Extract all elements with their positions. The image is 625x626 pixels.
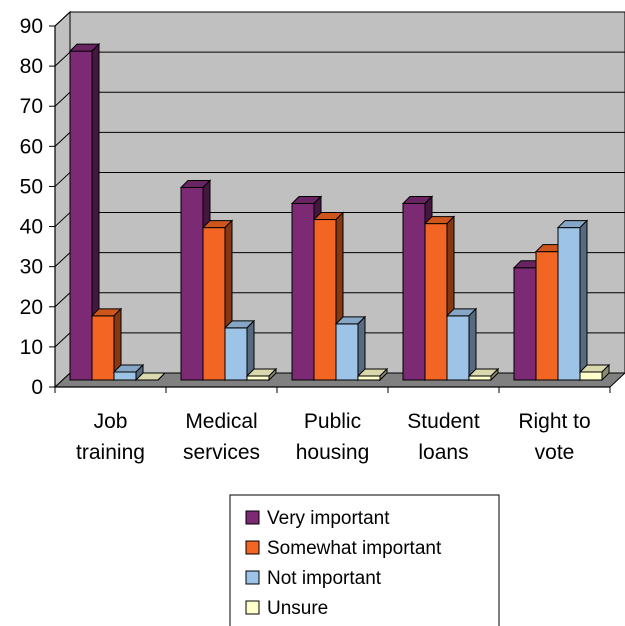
bar bbox=[223, 319, 256, 382]
x-category-label: training bbox=[76, 441, 145, 464]
legend-swatch bbox=[245, 570, 260, 585]
legend-label: Somewhat important bbox=[267, 538, 442, 559]
bar bbox=[245, 367, 278, 382]
bar-front bbox=[91, 315, 115, 381]
bar-front bbox=[557, 227, 581, 381]
gridline bbox=[54, 51, 71, 67]
bar-front bbox=[313, 219, 337, 381]
bar bbox=[556, 219, 589, 382]
bar bbox=[68, 42, 101, 382]
legend-box bbox=[229, 494, 500, 626]
axes bbox=[49, 25, 611, 393]
bar bbox=[90, 307, 123, 382]
bar-front bbox=[402, 203, 426, 381]
y-tick-label: 80 bbox=[20, 55, 43, 78]
gridline bbox=[54, 252, 71, 268]
legend-swatch bbox=[245, 510, 260, 525]
bar-front bbox=[246, 375, 270, 381]
x-category-label: Public bbox=[304, 410, 361, 433]
legend-label: Not important bbox=[267, 568, 382, 589]
gridline bbox=[54, 91, 71, 107]
bar-front bbox=[357, 375, 381, 381]
gridline bbox=[54, 212, 71, 227]
bar-front bbox=[513, 267, 537, 381]
bar bbox=[201, 219, 234, 382]
gridline bbox=[54, 332, 71, 348]
chart-walls bbox=[53, 10, 625, 389]
bar-side bbox=[379, 367, 388, 382]
y-tick-label: 40 bbox=[20, 216, 43, 239]
bar-front bbox=[224, 327, 248, 381]
bar-side bbox=[157, 372, 166, 381]
x-category-label: Medical bbox=[185, 410, 257, 433]
y-tick-label: 20 bbox=[20, 296, 43, 319]
gridline bbox=[54, 131, 71, 147]
bar-front bbox=[291, 203, 315, 381]
legend-swatch bbox=[245, 540, 260, 555]
bar bbox=[334, 315, 367, 382]
bar-front bbox=[335, 323, 359, 381]
x-category-label: loans bbox=[418, 441, 468, 464]
bar-front bbox=[69, 50, 93, 381]
bar-front bbox=[579, 371, 603, 381]
bar bbox=[356, 367, 389, 382]
x-axis-category-labels: Job training Medical services Public housing S… bbox=[76, 410, 591, 464]
y-tick-label: 70 bbox=[20, 95, 43, 118]
bar-side bbox=[268, 367, 277, 382]
bar-front bbox=[535, 251, 559, 381]
bar-front bbox=[113, 371, 137, 381]
legend-label: Very important bbox=[267, 508, 390, 529]
y-tick-label: 0 bbox=[31, 376, 43, 399]
bar bbox=[134, 372, 167, 381]
bar bbox=[578, 363, 611, 382]
x-category-label: vote bbox=[535, 441, 575, 464]
y-axis-tick-labels: 0 10 20 30 40 50 60 70 80 90 bbox=[20, 15, 43, 399]
x-category-label: services bbox=[183, 441, 260, 464]
gridline bbox=[54, 172, 71, 187]
legend-swatch bbox=[245, 600, 260, 615]
x-category-label: Right to bbox=[518, 410, 590, 433]
y-tick-label: 90 bbox=[20, 15, 43, 38]
bar-side bbox=[468, 307, 477, 382]
bar-front bbox=[468, 375, 492, 381]
bar-front bbox=[202, 227, 226, 381]
bar-side bbox=[579, 219, 588, 382]
bar-front bbox=[180, 186, 204, 381]
y-tick-label: 50 bbox=[20, 175, 43, 198]
gridline bbox=[54, 292, 71, 308]
bar-side bbox=[601, 363, 610, 382]
gridline bbox=[54, 11, 71, 27]
bar-front bbox=[446, 315, 470, 381]
bar bbox=[445, 307, 478, 382]
bar bbox=[467, 367, 500, 382]
plot-side-wall bbox=[54, 10, 71, 389]
bar bbox=[112, 363, 145, 382]
legend: Very important Somewhat important Not impo… bbox=[229, 494, 500, 626]
y-tick-label: 30 bbox=[20, 256, 43, 279]
x-category-label: Student bbox=[407, 410, 480, 433]
y-tick-label: 60 bbox=[20, 135, 43, 158]
y-tick-label: 10 bbox=[20, 336, 43, 359]
legend-label: Unsure bbox=[267, 598, 328, 619]
bars bbox=[68, 42, 611, 382]
bar-side bbox=[490, 367, 499, 382]
bar-front bbox=[424, 223, 448, 381]
x-category-label: housing bbox=[296, 441, 370, 464]
x-category-label: Job bbox=[94, 410, 128, 433]
